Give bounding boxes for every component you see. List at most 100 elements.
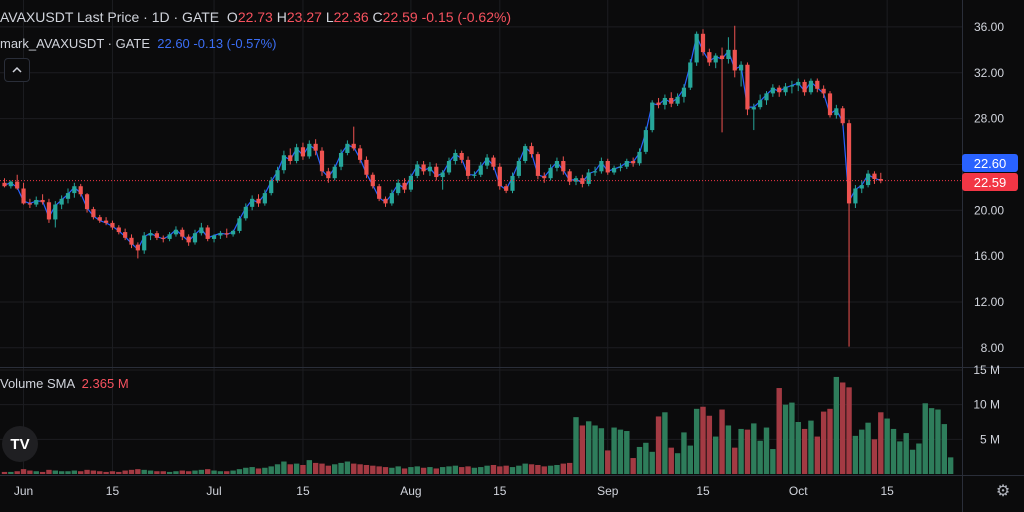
- volume-bar: [332, 464, 338, 474]
- time-tick-label: 15: [696, 484, 710, 498]
- volume-bar: [744, 429, 751, 474]
- candle-body: [739, 64, 744, 71]
- candle-body: [669, 97, 674, 104]
- tradingview-logo[interactable]: TV: [2, 426, 38, 462]
- mark-change: -0.13 (-0.57%): [193, 36, 277, 51]
- volume-bar: [655, 416, 662, 474]
- candle-body: [840, 108, 845, 124]
- candle-body: [8, 181, 13, 187]
- collapse-legend-button[interactable]: [4, 58, 30, 82]
- volume-bar: [592, 425, 598, 474]
- logo-text: TV: [10, 435, 30, 453]
- candle-body: [764, 93, 769, 101]
- volume-bar: [205, 469, 211, 474]
- volume-bar: [840, 382, 846, 474]
- candle-body: [777, 87, 782, 93]
- candle-body: [173, 229, 179, 235]
- volume-bar: [192, 470, 198, 474]
- volume-bar: [668, 447, 674, 474]
- candle-body: [815, 80, 820, 89]
- volume-bar: [928, 408, 935, 474]
- candle-body: [694, 33, 699, 63]
- candle-body: [231, 230, 236, 235]
- volume-bar: [382, 467, 389, 474]
- candle-body: [294, 147, 299, 162]
- volume-bar: [598, 428, 605, 474]
- candle-body: [396, 182, 401, 194]
- candle-body: [262, 193, 267, 204]
- candle-body: [485, 157, 490, 166]
- volume-bar: [795, 422, 801, 474]
- candle-body: [599, 161, 604, 172]
- volume-bar: [268, 466, 274, 474]
- volume-bar: [160, 471, 166, 474]
- volume-bar: [617, 429, 624, 474]
- candle-body: [91, 209, 96, 218]
- volume-bar: [713, 436, 719, 474]
- gear-icon[interactable]: ⚙: [995, 483, 1011, 500]
- volume-bar: [922, 403, 928, 474]
- candle-body: [313, 143, 318, 151]
- candle-body: [719, 55, 725, 60]
- candle-body: [662, 97, 667, 105]
- volume-bar: [827, 408, 833, 474]
- volume-bar: [935, 409, 941, 474]
- volume-bar: [452, 465, 459, 474]
- volume-bar: [363, 464, 370, 474]
- candle-body: [751, 107, 756, 110]
- volume-bar: [122, 470, 128, 474]
- candle-body: [84, 194, 90, 210]
- high-value: 23.27: [286, 9, 322, 25]
- price-tick-label: 12.00: [974, 295, 1004, 309]
- candle-body: [383, 198, 388, 204]
- volume-bar: [249, 467, 255, 474]
- volume-bar: [865, 422, 871, 474]
- candle-body: [567, 171, 572, 182]
- volume-bar: [414, 466, 420, 474]
- candle-body: [561, 161, 566, 172]
- candle-body: [878, 178, 883, 181]
- volume-bar: [141, 469, 147, 474]
- candle-body: [827, 93, 833, 116]
- time-tick-label: Sep: [597, 484, 619, 498]
- volume-bar: [789, 402, 795, 474]
- volume-bar: [852, 435, 859, 474]
- volume-bar: [611, 427, 617, 474]
- volume-bar: [674, 453, 681, 474]
- candle-body: [675, 96, 680, 104]
- volume-bar: [820, 411, 827, 474]
- mark-title: mark_AVAXUSDT · GATE: [0, 36, 151, 51]
- candle-body: [281, 155, 286, 171]
- candle-body: [186, 236, 191, 243]
- candle-body: [129, 237, 134, 245]
- volume-bar: [649, 451, 655, 474]
- volume-bar: [236, 469, 243, 474]
- volume-bar: [287, 464, 293, 474]
- volume-bar: [58, 471, 65, 474]
- candle-body: [326, 171, 331, 179]
- volume-bar: [916, 443, 922, 474]
- volume-bar: [605, 450, 611, 474]
- volume-bar: [884, 418, 890, 474]
- close-key: C: [372, 9, 383, 25]
- candle-body: [199, 227, 204, 234]
- price-tick-label: 20.00: [974, 203, 1004, 217]
- volume-bar: [154, 471, 160, 474]
- candle-body: [440, 172, 445, 178]
- volume-bar: [719, 409, 725, 474]
- candle-body: [218, 233, 223, 236]
- volume-bar: [255, 468, 262, 474]
- candle-body: [40, 199, 45, 203]
- candle-body: [288, 155, 293, 162]
- candle-body: [269, 180, 274, 194]
- candle-body: [529, 146, 534, 155]
- candle-body: [707, 52, 712, 63]
- volume-bar: [230, 470, 236, 474]
- volume-bar: [243, 467, 249, 474]
- candle-body: [421, 164, 426, 172]
- volume-bar: [224, 471, 230, 474]
- candle-body: [821, 88, 826, 94]
- symbol-title: AVAXUSDT Last Price · 1D · GATE: [0, 9, 220, 25]
- time-tick-label: 15: [106, 484, 120, 498]
